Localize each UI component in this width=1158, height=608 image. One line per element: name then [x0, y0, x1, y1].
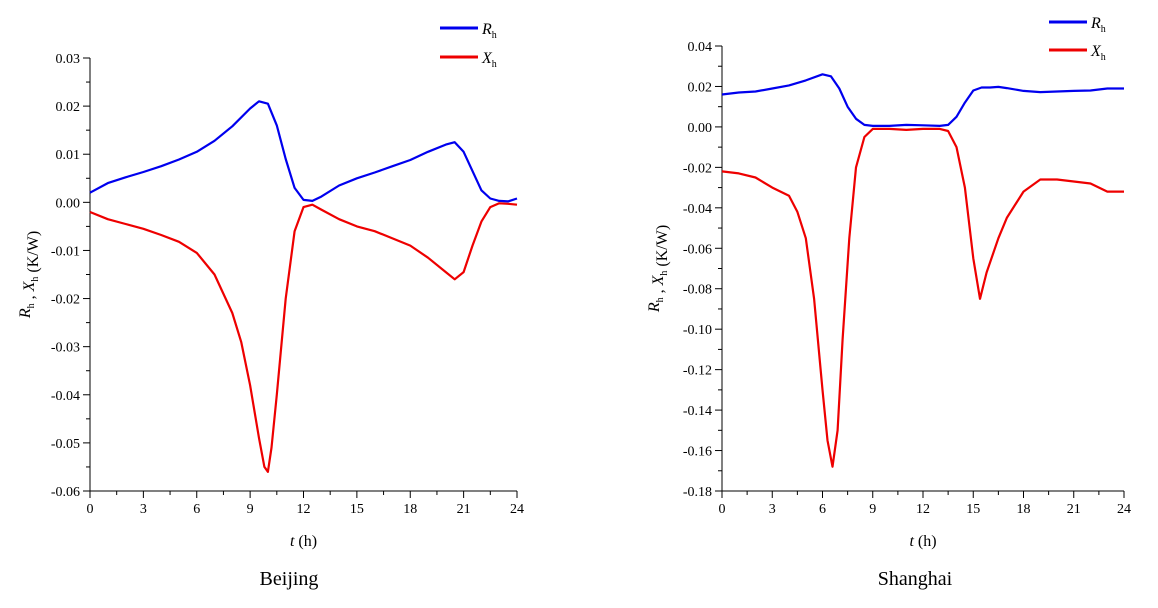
shanghai-series-rh-line	[721, 73, 1124, 127]
y-tick-label: -0.06	[51, 485, 80, 500]
beijing-series-xh-line	[89, 202, 518, 473]
y-tick-label: 0.00	[688, 121, 713, 136]
x-tick-label: 12	[916, 502, 930, 517]
y-axis-label: Rh , Xh (K/W)	[17, 231, 42, 319]
x-tick-label: 18	[403, 502, 417, 517]
y-tick-label: -0.02	[51, 293, 80, 308]
x-tick-label: 9	[247, 502, 254, 517]
shanghai-axes: 0 3 6 9 12 15 18 21 24 -0.18 -0.16 -0.14 -0.12 -0.10 -…	[646, 40, 1131, 550]
x-tick-label: 9	[869, 502, 876, 517]
y-tick-label: -0.04	[51, 389, 80, 404]
beijing-chart: 0 3 6 9 12 15 18 21 24 -0.06 -0.05 -0.04 -0.03 -0.02 -…	[17, 21, 524, 550]
beijing-axes: 0 3 6 9 12 15 18 21 24 -0.06 -0.05 -0.04 -0.03 -0.02 -…	[17, 52, 524, 550]
y-tick-label: 0.04	[688, 40, 713, 55]
y-tick-label: -0.05	[51, 437, 80, 452]
shanghai-chart-panel: 0 3 6 9 12 15 18 21 24 -0.18 -0.16 -0.14 -0.12 -0.10 -…	[579, 0, 1158, 608]
beijing-series-rh-line	[89, 100, 518, 203]
x-tick-label: 0	[719, 502, 726, 517]
x-tick-label: 18	[1017, 502, 1031, 517]
x-tick-label: 15	[350, 502, 364, 517]
y-tick-label: 0.03	[56, 52, 81, 67]
x-axis-label: t (h)	[290, 533, 317, 550]
y-tick-label: -0.06	[683, 242, 712, 257]
shanghai-legend-label: Rh	[1090, 15, 1106, 35]
x-tick-label: 3	[769, 502, 776, 517]
y-tick-label: -0.03	[51, 341, 80, 356]
y-tick-label: -0.10	[683, 323, 712, 338]
y-tick-label: -0.01	[51, 244, 80, 259]
x-tick-label: 21	[1067, 502, 1081, 517]
y-tick-label: -0.04	[683, 202, 712, 217]
shanghai-legend-label: Xh	[1090, 43, 1106, 63]
x-tick-label: 24	[510, 502, 524, 517]
x-axis-label: t (h)	[909, 533, 936, 550]
x-tick-label: 24	[1117, 502, 1131, 517]
y-tick-label: -0.08	[683, 283, 712, 298]
shanghai-chart: 0 3 6 9 12 15 18 21 24 -0.18 -0.16 -0.14 -0.12 -0.10 -…	[646, 15, 1131, 550]
x-tick-label: 6	[819, 502, 826, 517]
beijing-legend-label: Rh	[481, 21, 497, 41]
y-tick-label: 0.00	[56, 196, 81, 211]
x-tick-label: 15	[966, 502, 980, 517]
y-tick-label: -0.18	[683, 485, 712, 500]
x-tick-label: 3	[140, 502, 147, 517]
y-tick-label: 0.02	[688, 80, 713, 95]
beijing-chart-panel: 0 3 6 9 12 15 18 21 24 -0.06 -0.05 -0.04 -0.03 -0.02 -…	[17, 21, 524, 590]
x-tick-label: 21	[457, 502, 471, 517]
beijing-caption: Beijing	[259, 568, 319, 590]
y-axis-label: Rh , Xh (K/W)	[646, 225, 671, 313]
y-tick-label: 0.01	[56, 148, 81, 163]
shanghai-caption: Shanghai	[877, 568, 953, 590]
x-tick-label: 12	[297, 502, 311, 517]
shanghai-series-xh-line	[721, 127, 1124, 468]
y-tick-label: -0.12	[683, 364, 712, 379]
x-tick-label: 6	[193, 502, 200, 517]
y-tick-label: 0.02	[56, 100, 81, 115]
x-tick-label: 0	[87, 502, 94, 517]
beijing-legend-label: Xh	[481, 50, 497, 70]
y-tick-label: -0.14	[683, 404, 712, 419]
y-tick-label: -0.16	[683, 445, 712, 460]
y-tick-label: -0.02	[683, 161, 712, 176]
